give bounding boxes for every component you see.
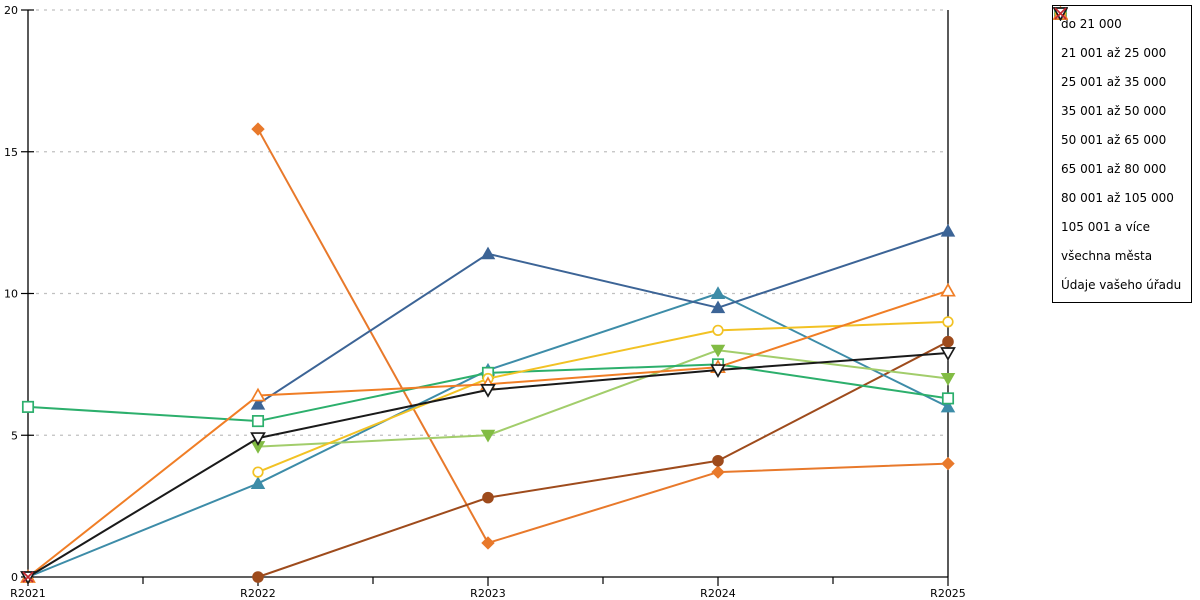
triangle-up-marker-25 001 až 35 000 — [710, 286, 726, 299]
triangle-down-marker-50 001 až 65 000 — [480, 429, 496, 443]
legend-item[interactable]: do 21 000 — [1053, 6, 1181, 38]
x-marker-Údaje vašeho úřadu — [22, 571, 34, 583]
triangle-down-marker-všechna města — [250, 432, 266, 446]
legend-label: Údaje vašeho úřadu — [1061, 277, 1182, 292]
legend-label: do 21 000 — [1061, 16, 1122, 31]
legend-item[interactable]: 35 001 až 50 000 — [1053, 6, 1181, 125]
legend-item[interactable]: 65 001 až 80 000 — [1054, 7, 1181, 183]
legend-label: všechna města — [1061, 248, 1153, 263]
x-tick-label: R2021 — [10, 587, 46, 600]
series-line — [257, 128, 949, 544]
series-line — [257, 320, 949, 474]
circle-marker-21 001 až 25 000 — [252, 571, 264, 583]
y-tick-label: 10 — [4, 288, 18, 301]
legend-item[interactable]: Údaje vašeho úřadu — [1054, 7, 1182, 299]
y-tick-label: 5 — [11, 429, 18, 442]
legend-label: 105 001 a více — [1061, 219, 1151, 234]
legend-label: 80 001 až 105 000 — [1061, 190, 1174, 205]
circle-marker-21 001 až 25 000 — [712, 454, 724, 467]
series-line — [257, 340, 949, 578]
y-tick-label: 15 — [4, 146, 18, 159]
x-tick-label: R2023 — [470, 587, 506, 600]
triangle-up-marker-25 001 až 35 000 — [250, 476, 266, 489]
triangle-up-marker-35 001 až 50 000 — [710, 300, 726, 314]
triangle-down-marker-50 001 až 65 000 — [710, 344, 726, 358]
legend-item[interactable]: 50 001 až 65 000 — [1053, 7, 1181, 154]
triangle-down-marker-všechna města — [710, 364, 726, 378]
legend-label: 50 001 až 65 000 — [1061, 132, 1167, 147]
y-tick-label: 20 — [4, 4, 18, 17]
diamond-marker-do 21 000 — [481, 536, 495, 550]
square-marker-65 001 až 80 000 — [21, 400, 35, 413]
legend-label: 21 001 až 25 000 — [1061, 45, 1167, 60]
square-marker-65 001 až 80 000 — [251, 415, 265, 428]
triangle-up-marker-35 001 až 50 000 — [250, 396, 266, 410]
x-tick-label: R2025 — [930, 587, 966, 600]
circle-marker-80 001 až 105 000 — [942, 316, 954, 328]
legend-item[interactable]: 21 001 až 25 000 — [1054, 7, 1181, 67]
legend-item[interactable]: 105 001 a více — [1053, 6, 1181, 241]
series-line — [257, 230, 949, 405]
triangle-up-marker-35 001 až 50 000 — [940, 223, 956, 237]
y-tick-label: 0 — [11, 571, 18, 584]
triangle-up-marker-25 001 až 35 000 — [940, 399, 956, 413]
legend-label: 25 001 až 35 000 — [1061, 74, 1167, 89]
square-marker-65 001 až 80 000 — [941, 392, 955, 405]
circle-marker-80 001 až 105 000 — [712, 324, 724, 337]
circle-marker-21 001 až 25 000 — [482, 491, 494, 504]
triangle-up-marker-35 001 až 50 000 — [480, 246, 496, 260]
x-tick-label: R2024 — [700, 587, 736, 600]
circle-marker-80 001 až 105 000 — [252, 466, 264, 478]
series-line — [257, 349, 949, 448]
circle-marker-21 001 až 25 000 — [942, 335, 954, 348]
legend-label: 65 001 až 80 000 — [1061, 161, 1167, 176]
legend-item[interactable]: všechna města — [1053, 7, 1181, 270]
legend-item[interactable]: 80 001 až 105 000 — [1054, 7, 1181, 212]
chart-legend: do 21 000 21 001 až 25 000 25 001 až 35 00… — [1052, 5, 1193, 303]
diamond-marker-do 21 000 — [251, 122, 265, 136]
legend-label: 35 001 až 50 000 — [1061, 103, 1167, 118]
x-icon — [1054, 7, 1067, 20]
triangle-up-marker-105 001 a více — [250, 387, 266, 402]
triangle-up-marker-105 001 a více — [940, 282, 956, 297]
x-tick-label: R2022 — [240, 587, 276, 600]
legend-item[interactable]: 25 001 až 35 000 — [1053, 6, 1181, 96]
triangle-down-marker-všechna města — [480, 384, 496, 398]
diamond-marker-do 21 000 — [711, 465, 725, 479]
triangle-down-marker-všechna města — [940, 347, 956, 361]
triangle-down-marker-50 001 až 65 000 — [940, 373, 956, 386]
diamond-marker-do 21 000 — [941, 456, 955, 471]
